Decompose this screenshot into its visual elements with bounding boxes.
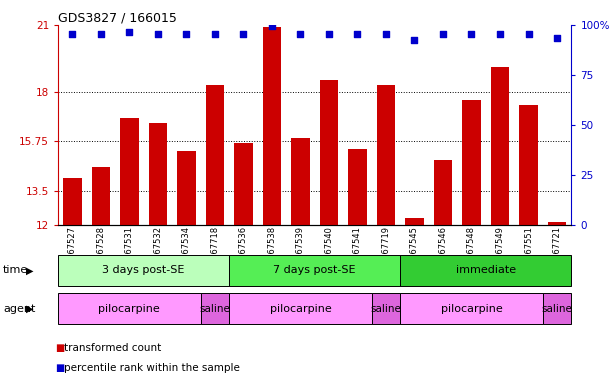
Bar <box>548 222 566 225</box>
Bar <box>491 67 510 225</box>
Text: GDS3827 / 166015: GDS3827 / 166015 <box>58 12 177 25</box>
Text: saline: saline <box>370 304 401 314</box>
Point <box>125 28 134 35</box>
Text: saline: saline <box>199 304 230 314</box>
Bar <box>263 27 281 225</box>
Text: ■: ■ <box>55 343 64 353</box>
Text: percentile rank within the sample: percentile rank within the sample <box>64 363 240 373</box>
Text: 7 days post-SE: 7 days post-SE <box>273 265 356 275</box>
Bar <box>348 149 367 225</box>
Text: ▶: ▶ <box>26 304 33 314</box>
Point <box>495 31 505 37</box>
Point <box>409 37 419 43</box>
Text: pilocarpine: pilocarpine <box>269 304 331 314</box>
Point <box>353 31 362 37</box>
Text: ▶: ▶ <box>26 265 33 275</box>
Text: time: time <box>3 265 28 275</box>
Point <box>267 23 277 29</box>
Bar <box>92 167 110 225</box>
Point <box>96 31 106 37</box>
Text: saline: saline <box>541 304 573 314</box>
Point <box>552 35 562 41</box>
Bar <box>63 178 82 225</box>
Point <box>324 31 334 37</box>
Text: pilocarpine: pilocarpine <box>441 304 502 314</box>
Point <box>381 31 391 37</box>
Point <box>296 31 306 37</box>
Text: agent: agent <box>3 304 35 314</box>
Bar <box>519 105 538 225</box>
Bar <box>377 85 395 225</box>
Bar <box>234 142 253 225</box>
Point <box>210 31 220 37</box>
Bar <box>405 218 424 225</box>
Point <box>181 31 191 37</box>
Text: ■: ■ <box>55 363 64 373</box>
Text: 3 days post-SE: 3 days post-SE <box>103 265 185 275</box>
Text: transformed count: transformed count <box>64 343 161 353</box>
Bar <box>177 151 196 225</box>
Point <box>467 31 477 37</box>
Bar <box>206 85 224 225</box>
Point <box>438 31 448 37</box>
Bar <box>120 118 139 225</box>
Text: immediate: immediate <box>456 265 516 275</box>
Point <box>524 31 533 37</box>
Bar <box>434 160 452 225</box>
Point <box>153 31 163 37</box>
Bar <box>148 122 167 225</box>
Bar <box>320 80 338 225</box>
Bar <box>291 138 310 225</box>
Text: pilocarpine: pilocarpine <box>98 304 160 314</box>
Point <box>238 31 248 37</box>
Bar <box>463 100 481 225</box>
Point <box>67 31 77 37</box>
